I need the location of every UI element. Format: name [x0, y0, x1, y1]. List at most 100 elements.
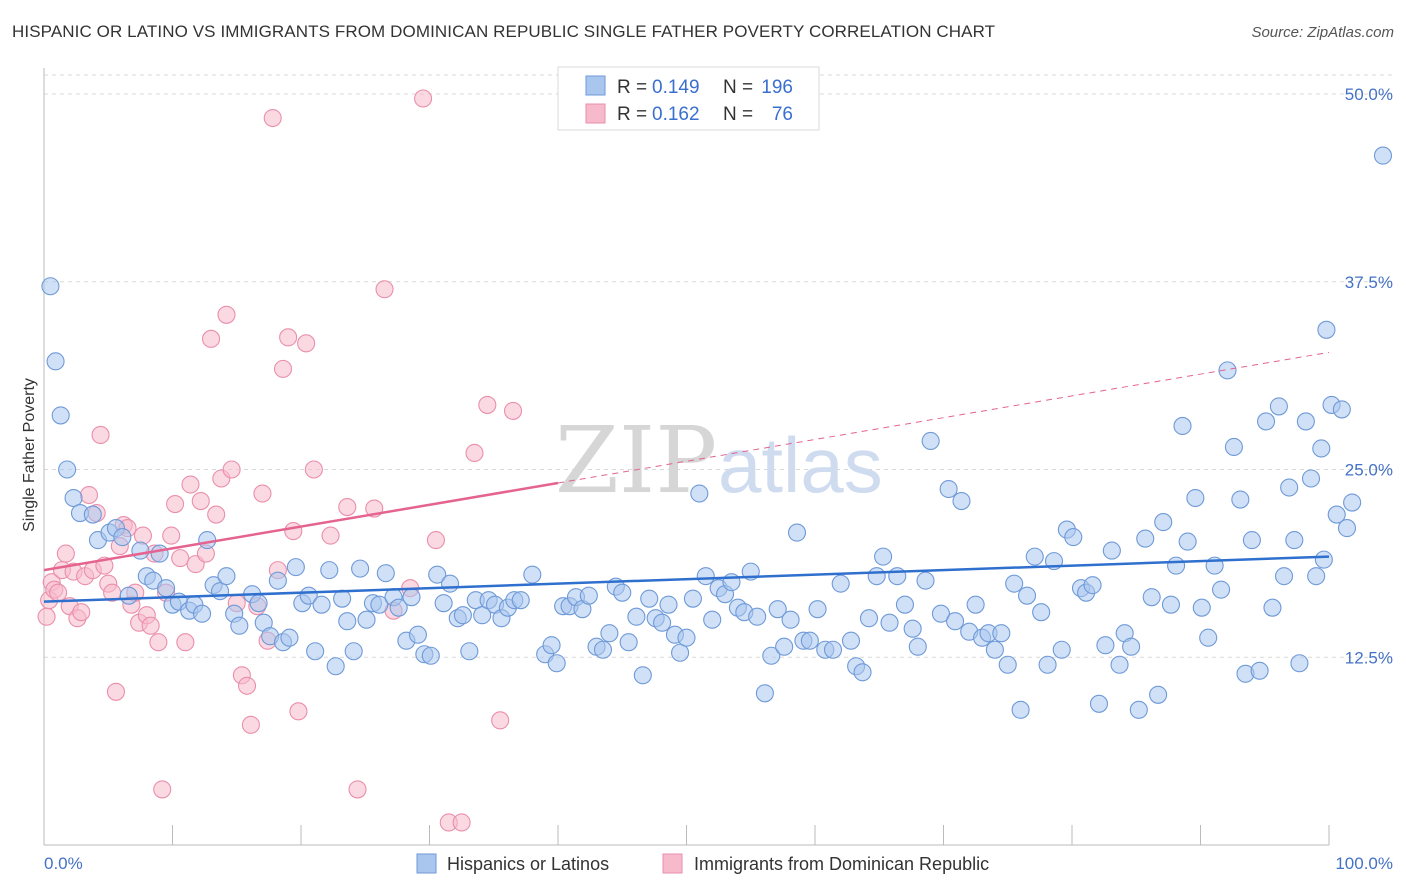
data-point-hispanic: [421, 646, 440, 665]
data-point-dominican: [273, 359, 293, 378]
data-point-dominican: [241, 715, 260, 734]
data-point-hispanic: [800, 631, 819, 650]
data-point-hispanic: [1011, 700, 1030, 719]
data-point-hispanic: [389, 598, 408, 617]
data-point-hispanic: [1231, 490, 1250, 509]
data-point-hispanic: [1263, 598, 1282, 617]
data-point-dominican: [222, 460, 241, 479]
data-point-hispanic: [473, 606, 492, 625]
data-point-hispanic: [1089, 694, 1109, 713]
data-point-hispanic: [210, 582, 230, 601]
data-point-hispanic: [985, 640, 1004, 659]
data-point-dominican: [141, 616, 160, 635]
trend-line-dominican: [43, 481, 559, 572]
data-point-dominican: [49, 583, 68, 602]
data-point-dominican: [149, 633, 168, 652]
data-point-hispanic: [677, 628, 696, 647]
data-point-hispanic: [1102, 541, 1121, 560]
x-tick-label-max: 100.0%: [1335, 854, 1393, 873]
data-point-dominican: [72, 603, 91, 622]
legend-swatch-pink: [585, 103, 606, 124]
bottom-legend-label-pink: Immigrants from Dominican Republic: [694, 854, 989, 874]
legend-r-label-blue: R =: [617, 77, 647, 98]
data-point-hispanic: [441, 574, 460, 593]
data-point-hispanic: [1301, 469, 1321, 488]
data-point-hispanic: [1307, 567, 1326, 586]
data-point-hispanic: [831, 574, 850, 593]
data-point-hispanic: [1199, 628, 1218, 647]
data-point-hispanic: [268, 571, 287, 590]
data-point-hispanic: [762, 646, 781, 665]
data-point-hispanic: [1025, 547, 1044, 566]
data-point-dominican: [426, 531, 445, 550]
y-axis-title: Single Father Poverty: [21, 378, 38, 532]
legend-n-label-blue: N =: [723, 77, 753, 98]
data-point-hispanic: [1212, 580, 1231, 599]
data-point-hispanic: [903, 619, 922, 638]
data-point-hispanic: [333, 589, 352, 608]
data-point-hispanic: [1154, 513, 1173, 532]
data-point-hispanic: [859, 609, 879, 628]
bottom-legend-swatch-pink: [662, 853, 683, 874]
data-point-hispanic: [1167, 556, 1186, 575]
legend-r-value-blue: 0.149: [652, 77, 700, 98]
data-point-hispanic: [1296, 412, 1315, 431]
trend-line-hispanic: [43, 555, 1330, 603]
data-point-hispanic: [908, 637, 927, 656]
grid-lines: [44, 74, 1393, 658]
data-point-hispanic: [198, 531, 217, 550]
data-point-dominican: [207, 505, 226, 524]
data-point-hispanic: [131, 541, 150, 560]
data-point-dominican: [191, 491, 210, 511]
data-point-hispanic: [787, 523, 807, 542]
data-point-hispanic: [600, 624, 619, 643]
y-tick-label-12-5: 12.5%: [1345, 648, 1393, 667]
data-point-hispanic: [768, 600, 787, 619]
data-point-dominican: [465, 443, 484, 463]
data-point-hispanic: [1332, 400, 1351, 419]
data-point-hispanic: [41, 277, 60, 296]
data-point-hispanic: [946, 612, 965, 631]
data-point-hispanic: [781, 610, 800, 629]
data-point-hispanic: [748, 607, 767, 626]
data-point-hispanic: [808, 600, 827, 619]
legend-n-value-pink: 76: [772, 104, 793, 125]
chart-title: HISPANIC OR LATINO VS IMMIGRANTS FROM DO…: [12, 22, 996, 41]
data-point-hispanic: [119, 586, 138, 605]
data-point-hispanic: [428, 565, 447, 584]
y-tick-labels: 12.5% 25.0% 37.5% 50.0%: [1345, 85, 1393, 667]
data-point-hispanic: [1110, 655, 1129, 674]
data-point-hispanic: [370, 595, 389, 614]
data-point-hispanic: [249, 594, 268, 613]
data-point-hispanic: [1224, 437, 1243, 457]
data-point-hispanic: [1269, 397, 1288, 416]
data-point-hispanic: [1122, 637, 1141, 656]
data-point-hispanic: [1096, 636, 1115, 655]
data-point-hispanic: [217, 567, 236, 586]
data-point-hispanic: [683, 589, 702, 608]
legend-swatch-blue: [585, 75, 606, 96]
data-point-hispanic: [966, 595, 985, 614]
data-point-hispanic: [1178, 532, 1197, 551]
data-point-dominican: [452, 813, 471, 832]
data-point-hispanic: [690, 484, 709, 503]
legend-r-value-pink: 0.162: [652, 104, 700, 125]
data-point-dominican: [491, 711, 510, 730]
data-point-dominican: [375, 280, 394, 299]
data-point-hispanic: [1149, 685, 1168, 704]
data-point-dominican: [162, 526, 181, 545]
data-point-hispanic: [775, 637, 794, 656]
data-point-hispanic: [1373, 146, 1393, 165]
data-point-hispanic: [280, 628, 299, 647]
data-point-hispanic: [113, 528, 132, 547]
data-point-dominican: [237, 676, 257, 695]
data-point-hispanic: [874, 547, 893, 566]
data-point-hispanic: [619, 633, 638, 652]
data-point-dominican: [478, 395, 497, 414]
data-point-hispanic: [895, 595, 915, 614]
data-point-hispanic: [1242, 531, 1261, 550]
data-point-hispanic: [376, 564, 395, 583]
y-tick-label-37-5: 37.5%: [1345, 273, 1393, 292]
data-point-dominican: [133, 526, 152, 545]
data-point-hispanic: [1343, 493, 1362, 512]
